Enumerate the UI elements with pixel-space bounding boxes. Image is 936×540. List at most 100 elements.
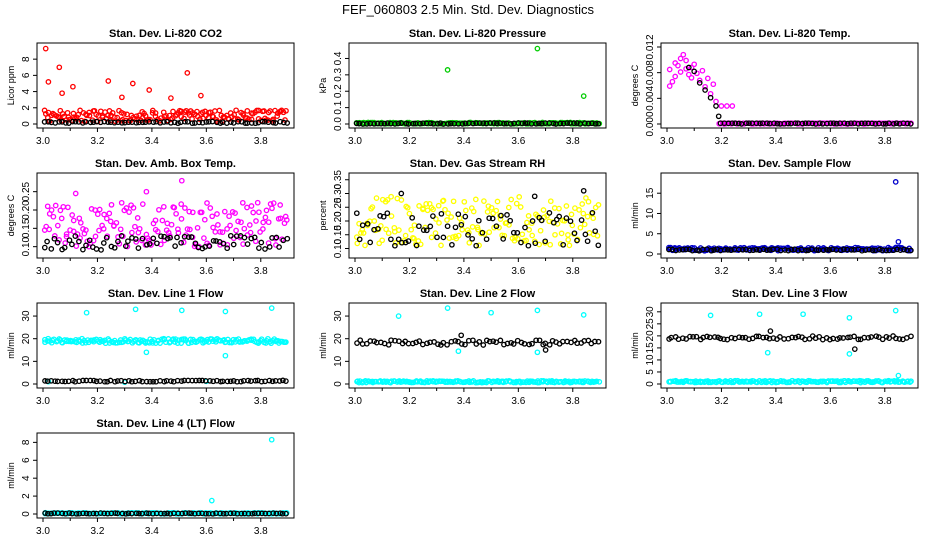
data-point (360, 230, 367, 236)
x-tick-label: 3.8 (254, 266, 268, 277)
data-point-outlier (268, 305, 275, 311)
data-point (150, 119, 157, 126)
data-point (232, 210, 238, 216)
data-point-outlier (42, 45, 49, 52)
data-point (735, 120, 742, 127)
data-point (595, 120, 602, 127)
data-point (238, 378, 244, 385)
data-point-outlier (669, 78, 676, 85)
data-point (771, 120, 777, 127)
data-point (869, 247, 876, 254)
data-point (497, 337, 504, 344)
y-tick-label: 0.012 (645, 34, 656, 59)
data-point (171, 119, 178, 126)
data-point (178, 216, 185, 222)
data-point (111, 119, 118, 126)
data-point (72, 118, 79, 125)
data-point (90, 510, 97, 517)
data-point (739, 246, 746, 253)
data-point (227, 510, 234, 517)
data-point (254, 199, 261, 206)
data-point (70, 217, 77, 224)
data-point (283, 217, 290, 223)
plot-frame (36, 302, 295, 389)
data-point (119, 119, 125, 126)
chart-panel: Stan. Dev. Amb. Box Temp. degrees C 3.0 3.2… (6, 158, 295, 277)
y-tick-label: 8 (21, 56, 32, 62)
x-tick-label: 3.0 (660, 396, 674, 407)
data-point (897, 247, 904, 253)
data-point-outlier (851, 346, 858, 352)
data-point (227, 232, 234, 239)
data-point-outlier (895, 238, 902, 245)
data-point (377, 223, 384, 229)
data-point (434, 234, 440, 241)
data-point-outlier (488, 309, 494, 316)
x-tick-label: 3.0 (660, 136, 674, 147)
data-point-outlier (756, 311, 763, 318)
data-point (845, 334, 851, 341)
x-tick-label: 3.6 (199, 526, 213, 537)
data-point (184, 118, 191, 125)
data-points (666, 307, 914, 386)
data-point (427, 120, 434, 127)
data-point (402, 232, 409, 239)
data-point (455, 232, 462, 239)
y-tick-label: 0.1 (333, 100, 344, 114)
data-points (41, 177, 291, 253)
data-point (270, 119, 277, 126)
data-point (517, 204, 524, 210)
data-point (883, 247, 889, 254)
data-point (552, 231, 558, 238)
data-point (538, 120, 545, 127)
data-point (147, 378, 153, 385)
data-point (178, 239, 184, 246)
data-point (493, 207, 500, 214)
y-tick-label: 15 (645, 187, 656, 199)
data-point (228, 119, 234, 125)
y-tick-label: 20 (21, 333, 32, 345)
data-point (725, 120, 732, 127)
data-point (437, 120, 444, 126)
data-point (392, 240, 399, 246)
data-point (174, 340, 181, 346)
data-point (546, 210, 553, 216)
data-points (666, 51, 914, 127)
data-point (133, 239, 140, 245)
data-point (175, 226, 181, 233)
data-point (44, 203, 51, 210)
data-point (263, 207, 270, 214)
data-point (803, 247, 809, 254)
data-point (143, 378, 150, 385)
data-point (416, 203, 422, 209)
data-point (152, 217, 159, 224)
data-point (87, 240, 94, 247)
data-point (490, 338, 497, 345)
y-axis-label: ml/min (6, 462, 16, 489)
data-point (385, 230, 392, 237)
y-tick-label: 0.30 (333, 183, 344, 203)
x-tick-label: 3.0 (348, 136, 362, 147)
y-tick-label: 0.10 (21, 236, 32, 256)
data-point (80, 510, 86, 517)
chart-panel: Stan. Dev. Line 4 (LT) Flow ml/min 3.0 3.2 3… (6, 418, 295, 537)
data-point-outlier (685, 71, 692, 78)
data-point (189, 209, 196, 216)
data-point (827, 120, 834, 127)
y-tick-label: 6 (21, 457, 32, 463)
data-point (101, 211, 107, 218)
data-points (42, 436, 290, 517)
data-point (79, 120, 86, 126)
data-point-outlier (398, 190, 405, 197)
y-tick-label: 6 (21, 72, 32, 78)
data-point (104, 378, 111, 385)
data-point (94, 211, 101, 218)
data-point (525, 242, 532, 249)
data-point-outlier (45, 79, 52, 85)
data-point (42, 510, 48, 516)
x-tick-label: 3.2 (90, 136, 104, 147)
data-point (497, 216, 504, 222)
data-point-outlier (713, 98, 719, 105)
data-point-outlier (458, 332, 465, 339)
data-point (792, 334, 799, 341)
